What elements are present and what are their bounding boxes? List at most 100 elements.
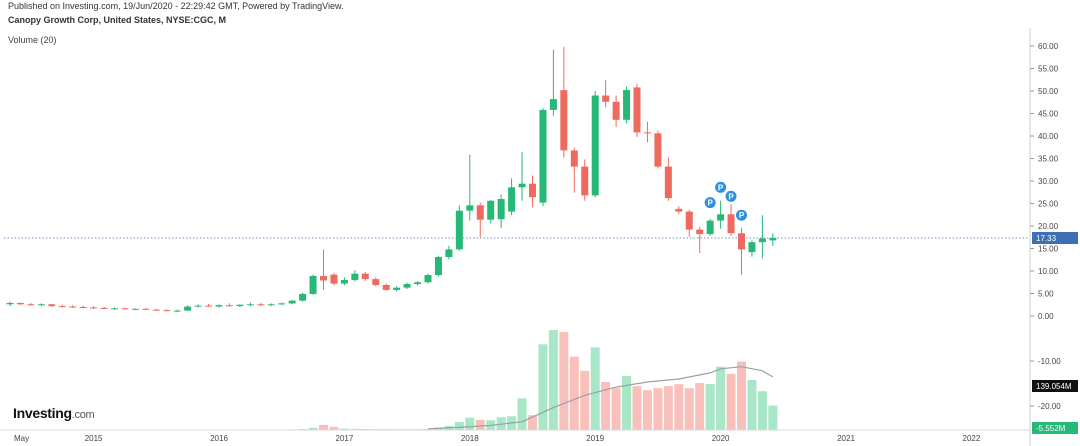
volume-bar <box>653 388 663 430</box>
volume-bar <box>622 375 632 430</box>
candle-body <box>278 303 286 305</box>
volume-bar <box>538 344 548 430</box>
candle-body <box>466 205 474 211</box>
volume-bar <box>329 426 339 430</box>
candle-body <box>288 300 296 304</box>
volume-bar <box>684 388 694 430</box>
candle-body <box>445 249 453 258</box>
price-tick-label: 35.00 <box>1038 155 1059 164</box>
time-tick-label: 2015 <box>85 434 103 443</box>
candle-body <box>90 307 98 309</box>
candle-body <box>748 242 756 253</box>
volume-bar <box>308 427 318 430</box>
volume-bar <box>339 428 349 430</box>
candle-body <box>184 306 192 311</box>
price-tick-label: 25.00 <box>1038 200 1059 209</box>
price-tick-label: 5.00 <box>1038 290 1054 299</box>
candle-body <box>560 90 568 151</box>
volume-bar <box>580 370 590 430</box>
event-marker-badge[interactable] <box>704 197 716 209</box>
time-tick-label: 2017 <box>336 434 354 443</box>
candle-body <box>518 183 526 188</box>
time-tick-label: 2019 <box>586 434 604 443</box>
candle-body <box>643 132 651 134</box>
candle-body <box>633 87 641 133</box>
candle-body <box>403 284 411 288</box>
candle-body <box>236 304 244 307</box>
candle-body <box>654 133 662 167</box>
candle-body <box>48 304 56 307</box>
candle-body <box>299 293 307 301</box>
last-volume-label-bg <box>1032 380 1078 392</box>
candle-body <box>539 109 547 203</box>
candle-body <box>340 280 348 284</box>
candle-body <box>100 307 108 309</box>
volume-bar <box>517 398 527 430</box>
volume-bar <box>695 383 705 430</box>
published-caption: Published on Investing.com, 19/Jun/2020 … <box>8 1 344 11</box>
event-marker-badge[interactable] <box>736 209 747 221</box>
volume-bar <box>423 428 433 430</box>
candle-body <box>309 275 317 294</box>
candle-body <box>16 302 24 305</box>
volume-bar <box>559 332 569 430</box>
price-tick-label: 40.00 <box>1038 132 1059 141</box>
candle-body <box>738 233 745 250</box>
price-tick-label: -10.00 <box>1038 357 1061 366</box>
candle-body <box>173 310 181 312</box>
candle-body <box>131 308 139 310</box>
volume-moving-average <box>427 366 774 430</box>
volume-bar <box>768 405 778 430</box>
event-marker-label: P <box>718 183 724 192</box>
price-tick-label: 0.00 <box>1038 312 1054 321</box>
time-axis: May 2015 2016 2017 2018 2019 2020 2021 2022 <box>0 429 1030 443</box>
candle-body <box>372 279 380 285</box>
candle-body <box>758 238 766 243</box>
volume-bar <box>528 415 537 430</box>
event-marker-badge[interactable] <box>715 181 727 193</box>
bottom-volume-label: -5.552M <box>1036 424 1066 433</box>
candle-body <box>320 275 327 281</box>
candle-body <box>549 99 557 110</box>
price-tick-label: 15.00 <box>1038 245 1059 254</box>
volume-bar <box>747 380 757 430</box>
volume-bar <box>737 361 746 430</box>
candle-body <box>58 306 66 308</box>
time-tick-label: 2020 <box>712 434 730 443</box>
candle-body <box>508 187 516 212</box>
candle-body <box>163 310 171 312</box>
volume-bar <box>590 347 600 430</box>
event-marker-label: P <box>707 199 713 208</box>
candle-body <box>602 95 610 102</box>
candle-body <box>570 150 578 167</box>
candle-body <box>27 304 35 306</box>
time-tick-label: 2021 <box>837 434 855 443</box>
candle-body <box>152 309 160 311</box>
price-tick-label: 60.00 <box>1038 42 1059 51</box>
price-tick-label: 20.00 <box>1038 222 1059 231</box>
candle-body <box>717 214 725 221</box>
event-marker-badge[interactable] <box>725 190 737 202</box>
candle-body <box>455 210 463 250</box>
candle-body <box>205 305 213 307</box>
volume-bar <box>454 421 464 430</box>
volume-bar <box>726 373 736 430</box>
price-tick-label: 30.00 <box>1038 177 1059 186</box>
candle-body <box>142 308 150 310</box>
candle-body <box>529 183 536 198</box>
price-tick-label: 50.00 <box>1038 87 1059 96</box>
candle-body <box>267 304 275 306</box>
volume-bar <box>611 388 621 430</box>
candle-body <box>330 274 338 284</box>
candle-body <box>69 306 77 308</box>
bottom-volume-label-bg <box>1032 422 1078 434</box>
volume-bar <box>548 330 558 430</box>
time-tick-label: 2018 <box>461 434 479 443</box>
candle-body <box>623 90 631 120</box>
event-marker-label: P <box>728 192 734 201</box>
volume-bar <box>716 366 726 430</box>
price-tick-label: 10.00 <box>1038 267 1059 276</box>
volume-bar <box>601 382 611 430</box>
